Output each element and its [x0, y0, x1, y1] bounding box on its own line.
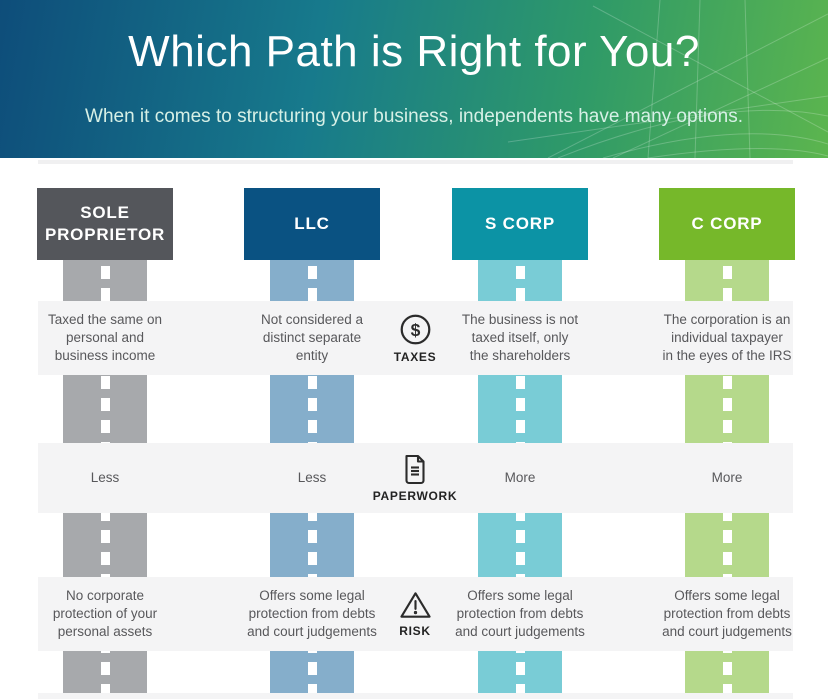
- cell-paperwork-c-corp: More: [711, 470, 743, 486]
- column-header-s-corp: S CORP: [452, 188, 588, 260]
- cell-taxes-c-corp: The corporation is an individual taxpaye…: [662, 312, 792, 363]
- column-header-label: S CORP: [485, 213, 555, 233]
- paperwork-label: PAPERWORK: [372, 488, 458, 503]
- cell-paperwork-sole-proprietor: Less: [90, 470, 120, 486]
- decorative-lines: [507, 0, 828, 158]
- cell-taxes-s-corp: The business is not taxed itself, only t…: [461, 312, 579, 363]
- cell-risk-s-corp: Offers some legal protection from debts …: [455, 588, 585, 639]
- column-header-sole-proprietor: SOLE PROPRIETOR: [37, 188, 173, 260]
- row-band-taxes: [38, 301, 793, 375]
- cell-taxes-sole-proprietor: Taxed the same on personal and business …: [47, 312, 163, 363]
- page-title: Which Path is Right for You?: [128, 27, 700, 76]
- warning-triangle-icon: [399, 592, 431, 618]
- taxes-icon-block: $ TAXES: [378, 301, 452, 375]
- column-header-llc: LLC: [244, 188, 380, 260]
- cell-taxes-llc: Not considered a distinct separate entit…: [260, 312, 364, 363]
- risk-icon-block: RISK: [378, 577, 452, 651]
- banner-divider: [38, 160, 793, 164]
- cell-risk-llc: Offers some legal protection from debts …: [247, 588, 377, 639]
- dollar-circle-icon: $: [400, 314, 430, 344]
- cell-paperwork-s-corp: More: [504, 470, 536, 486]
- page-subtitle: When it comes to structuring your busine…: [85, 106, 743, 127]
- cell-risk-sole-proprietor: No corporate protection of your personal…: [52, 588, 158, 639]
- taxes-label: TAXES: [393, 349, 437, 364]
- hero-banner: Which Path is Right for You? When it com…: [0, 0, 828, 158]
- column-header-c-corp: C CORP: [659, 188, 795, 260]
- row-band-next-peek: [38, 693, 793, 699]
- risk-label: RISK: [399, 624, 431, 638]
- column-header-label: C CORP: [691, 213, 763, 233]
- paperwork-icon-block: PAPERWORK: [373, 443, 457, 513]
- cell-risk-c-corp: Offers some legal protection from debts …: [662, 588, 792, 639]
- document-icon: [405, 454, 425, 484]
- column-header-label: SOLE PROPRIETOR: [44, 202, 166, 244]
- svg-text:$: $: [410, 319, 420, 339]
- column-header-label: LLC: [294, 213, 330, 233]
- cell-paperwork-llc: Less: [297, 470, 327, 486]
